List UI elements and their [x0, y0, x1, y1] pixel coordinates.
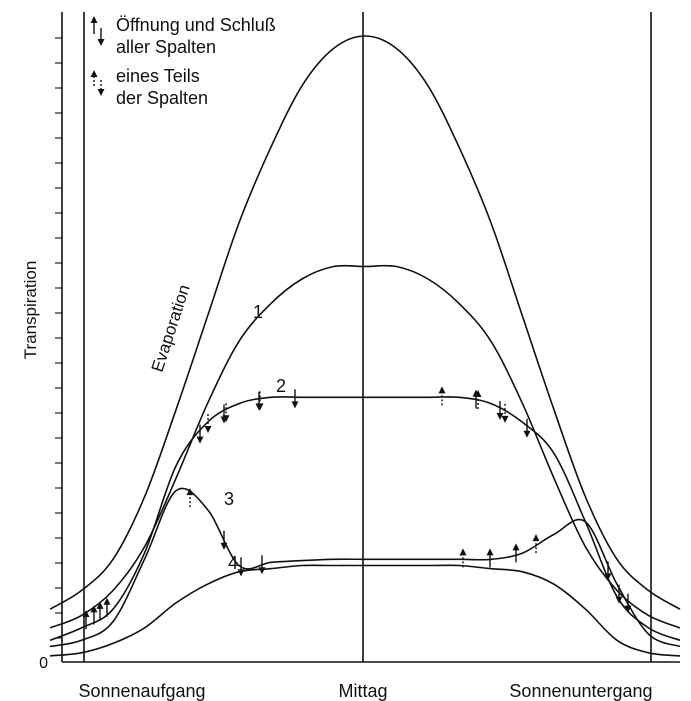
- curves: [49, 35, 681, 657]
- curve-evaporation: [49, 35, 681, 610]
- stomata-close-arrow: [523, 418, 531, 438]
- curve-series-2: [49, 396, 681, 642]
- y-zero-label: 0: [39, 655, 48, 672]
- curve-series-1: [49, 264, 681, 629]
- stomata-close-arrow: [615, 584, 623, 604]
- stomata-open-arrow: [90, 605, 98, 625]
- legend-label-some-stomata-1: eines Teils: [116, 66, 200, 86]
- stomata-close-arrow: [196, 424, 204, 444]
- y-axis-label: Transpiration: [21, 261, 40, 360]
- y-ticks: [55, 37, 62, 639]
- legend-label-all-stomata-2: aller Spalten: [116, 37, 216, 57]
- x-tick-label-sunset: Sonnenuntergang: [509, 681, 652, 701]
- stomata-close-arrow: [501, 403, 509, 423]
- stomata-close-arrow: [222, 403, 230, 423]
- axes: [55, 12, 680, 663]
- legend-label-some-stomata-2: der Spalten: [116, 88, 208, 108]
- stomata-open-arrow: [459, 548, 467, 568]
- stomata-open-arrow: [486, 548, 494, 568]
- legend-label-all-stomata-1: Öffnung und Schluß: [116, 15, 276, 35]
- series-label-3: 3: [224, 489, 234, 509]
- stomata-close-arrow: [204, 413, 212, 433]
- stomata-close-arrow: [237, 557, 245, 577]
- stomata-open-arrow: [532, 534, 540, 554]
- stomata-close-arrow: [604, 561, 612, 581]
- stomata-close-arrow: [220, 530, 228, 550]
- series-label-4: 4: [228, 553, 238, 573]
- stomata-open-arrow: [186, 488, 194, 508]
- curve-series-4: [49, 564, 681, 657]
- labels: Transpiration 0 Sonnenaufgang Mittag Son…: [21, 261, 653, 701]
- legend-symbol-dotted-arrows: [90, 70, 105, 96]
- stomata-close-arrow: [291, 389, 299, 409]
- x-tick-label-noon: Mittag: [338, 681, 387, 701]
- stomata-close-arrow: [496, 400, 504, 420]
- x-tick-label-sunrise: Sonnenaufgang: [78, 681, 205, 701]
- stomata-open-arrow: [512, 543, 520, 563]
- series-label-evaporation: Evaporation: [148, 282, 194, 374]
- series-label-2: 2: [276, 376, 286, 396]
- stomata-open-arrow: [474, 389, 482, 409]
- legend-symbol-solid-arrows: [90, 16, 105, 46]
- stomata-arrows: [82, 386, 632, 630]
- stomata-close-arrow: [258, 555, 266, 575]
- curve-series-3: [49, 487, 681, 648]
- stomata-close-arrow: [624, 593, 632, 613]
- stomata-open-arrow: [96, 601, 104, 621]
- stomata-open-arrow: [438, 386, 446, 406]
- stomata-close-arrow: [256, 391, 264, 411]
- series-label-1: 1: [253, 302, 263, 322]
- stomata-open-arrow: [103, 597, 111, 617]
- stomata-open-arrow: [82, 610, 90, 630]
- legend: Öffnung und Schluß aller Spalten eines T…: [90, 15, 276, 108]
